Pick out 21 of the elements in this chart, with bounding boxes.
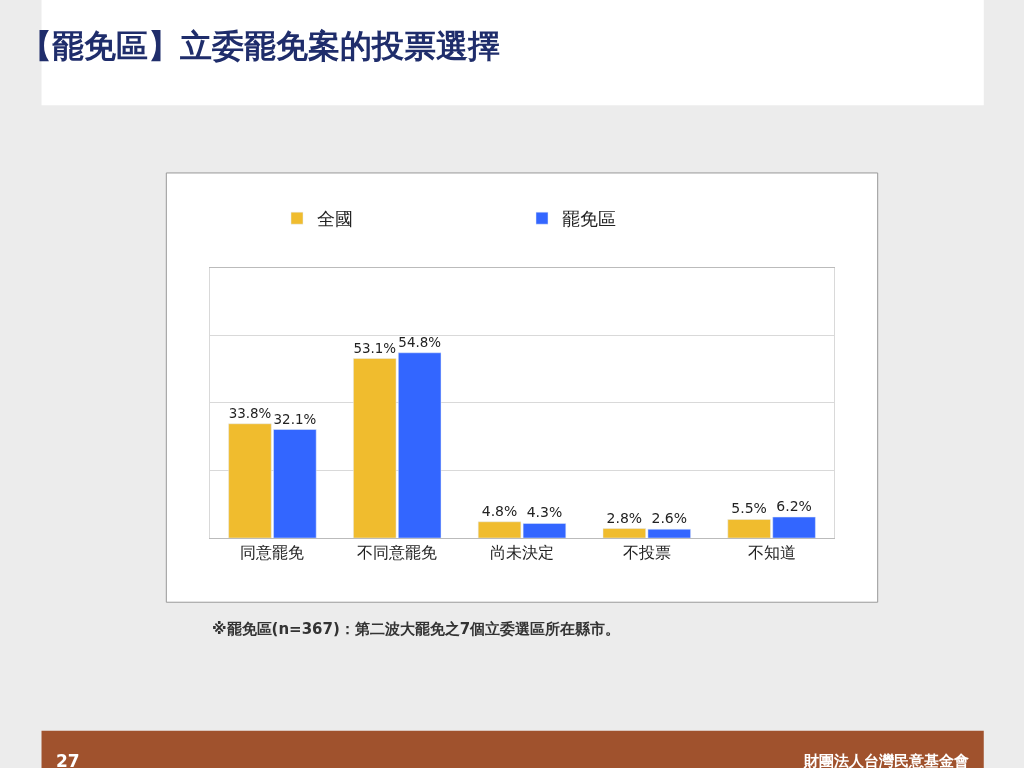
data-label: 6.2%	[776, 498, 812, 515]
data-label: 32.1%	[273, 411, 317, 427]
text: 27	[56, 751, 80, 768]
legend-label: 全國	[317, 208, 353, 230]
legend-label: 罷免區	[562, 208, 616, 230]
data-label: 2.6%	[651, 510, 688, 527]
x-tick-label: 不同意罷免	[357, 543, 438, 563]
x-tick-label: 不知道	[747, 543, 796, 563]
data-label: 5.5%	[731, 500, 767, 517]
text: 財團法人台灣民意基金會	[803, 752, 969, 768]
data-label: 2.8%	[606, 509, 643, 526]
x-tick-label: 同意罷免	[240, 543, 305, 563]
x-tick-label: 不投票	[622, 543, 671, 563]
data-label: 33.8%	[228, 405, 272, 421]
chart-title: 【罷免區】立委罷免案的投票選擇	[20, 26, 501, 65]
data-label: 54.8%	[398, 334, 442, 350]
text: ※罷免區(n=367)：第二波大罷免之7個立委選區所在縣市。	[212, 620, 621, 638]
data-label: 4.8%	[481, 502, 518, 519]
data-label: 53.1%	[353, 340, 397, 356]
data-label: 4.3%	[526, 504, 563, 521]
x-tick-label: 尚未決定	[490, 543, 554, 563]
